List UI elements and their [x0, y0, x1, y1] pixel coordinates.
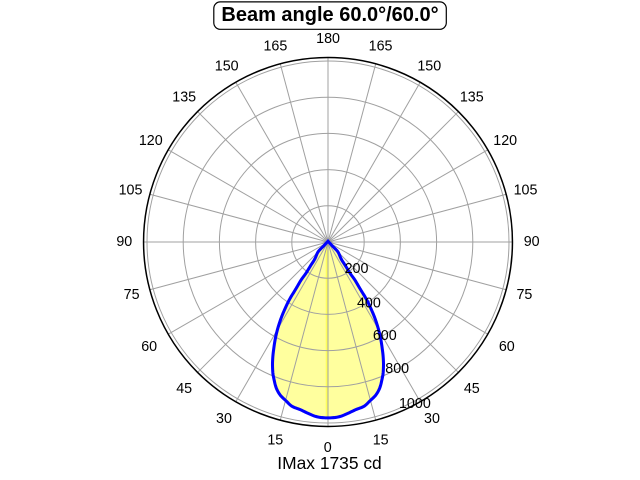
svg-text:400: 400 — [357, 295, 381, 311]
svg-text:15: 15 — [373, 432, 389, 448]
svg-text:120: 120 — [139, 133, 163, 149]
svg-text:75: 75 — [124, 287, 140, 303]
svg-text:165: 165 — [369, 38, 393, 54]
svg-text:135: 135 — [172, 89, 196, 105]
svg-text:60: 60 — [499, 339, 515, 355]
svg-text:120: 120 — [493, 133, 517, 149]
svg-text:90: 90 — [116, 234, 132, 250]
svg-text:165: 165 — [263, 38, 287, 54]
svg-text:30: 30 — [424, 411, 440, 427]
svg-text:75: 75 — [516, 287, 532, 303]
svg-text:Beam angle 60.0°/60.0°: Beam angle 60.0°/60.0° — [221, 4, 438, 26]
svg-text:60: 60 — [141, 339, 157, 355]
svg-text:90: 90 — [524, 234, 540, 250]
svg-text:45: 45 — [464, 381, 480, 397]
svg-text:1000: 1000 — [399, 396, 431, 412]
svg-text:IMax 1735 cd: IMax 1735 cd — [277, 453, 381, 473]
svg-text:150: 150 — [417, 58, 441, 74]
svg-text:150: 150 — [215, 58, 239, 74]
svg-text:15: 15 — [267, 432, 283, 448]
svg-text:45: 45 — [176, 381, 192, 397]
svg-text:105: 105 — [514, 182, 538, 198]
svg-text:200: 200 — [345, 261, 369, 277]
svg-text:600: 600 — [373, 328, 397, 344]
svg-text:105: 105 — [119, 182, 143, 198]
svg-text:135: 135 — [460, 89, 484, 105]
svg-text:180: 180 — [316, 31, 340, 47]
svg-text:0: 0 — [324, 440, 332, 456]
svg-text:800: 800 — [385, 361, 409, 377]
svg-text:30: 30 — [216, 411, 232, 427]
